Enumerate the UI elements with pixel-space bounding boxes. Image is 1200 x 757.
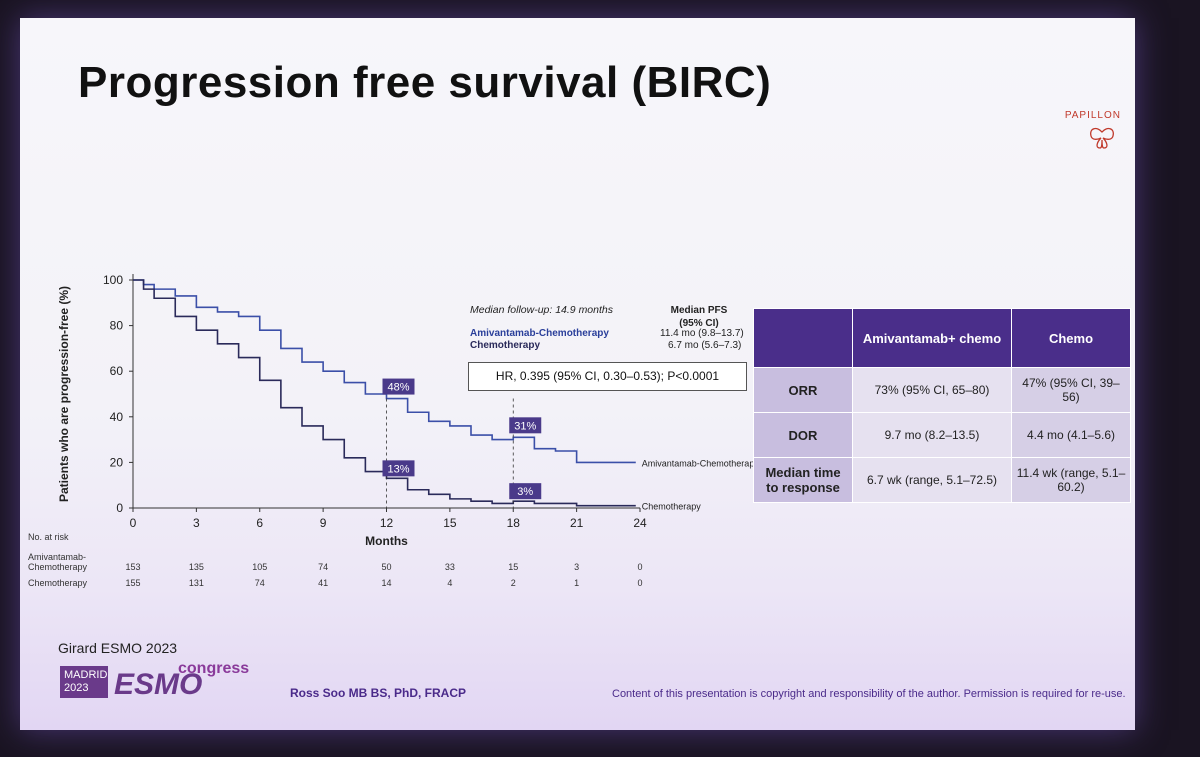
response-table: Amivantamab+ chemo Chemo ORR 73% (95% CI… bbox=[753, 308, 1131, 503]
row-label-ttr: Median time to response bbox=[753, 457, 853, 503]
dor-amivantamab: 9.7 mo (8.2–13.5) bbox=[852, 412, 1012, 458]
series-end-label-0: Amivantamab-Chemotherapy bbox=[642, 458, 760, 468]
risk-cell: 41 bbox=[318, 578, 328, 588]
x-axis-label: Months bbox=[365, 534, 408, 548]
arm-b-label: Chemotherapy bbox=[470, 340, 541, 351]
y-tick-label: 80 bbox=[110, 319, 124, 333]
risk-cell: 155 bbox=[125, 578, 140, 588]
risk-cell: 135 bbox=[189, 562, 204, 572]
ttr-chemo: 11.4 wk (range, 5.1–60.2) bbox=[1011, 457, 1131, 503]
annotation-box-2 bbox=[509, 417, 542, 434]
x-tick-label: 15 bbox=[443, 516, 457, 530]
annotation-box-3 bbox=[509, 483, 542, 500]
risk-cell: 74 bbox=[318, 562, 328, 572]
median-pfs-header-2: (95% CI) bbox=[679, 318, 719, 329]
risk-cell: 74 bbox=[255, 578, 265, 588]
x-tick-label: 3 bbox=[193, 516, 200, 530]
slide: Progression free survival (BIRC) PAPILLO… bbox=[20, 18, 1135, 730]
x-tick-label: 9 bbox=[320, 516, 327, 530]
risk-cell: 50 bbox=[381, 562, 391, 572]
series-line-1 bbox=[133, 279, 636, 507]
annotation-label-0: 48% bbox=[387, 382, 409, 394]
risk-cell: 33 bbox=[445, 562, 455, 572]
annotation-box-1 bbox=[382, 460, 415, 477]
esmo-congress: congress bbox=[178, 660, 250, 677]
median-pfs-header: Median PFS (95% CI) bbox=[670, 304, 728, 330]
orr-chemo: 47% (95% CI, 39–56) bbox=[1011, 367, 1131, 413]
x-tick-label: 6 bbox=[256, 516, 263, 530]
risk-cell: 2 bbox=[511, 578, 516, 588]
citation: Girard ESMO 2023 bbox=[58, 640, 178, 656]
y-tick-label: 0 bbox=[116, 501, 123, 515]
dor-chemo: 4.4 mo (4.1–5.6) bbox=[1011, 412, 1131, 458]
risk-row-label: Amivantamab- bbox=[28, 552, 86, 562]
x-tick-label: 21 bbox=[570, 516, 584, 530]
x-tick-label: 24 bbox=[633, 516, 647, 530]
row-label-dor: DOR bbox=[753, 412, 853, 458]
median-followup: Median follow-up: 14.9 months bbox=[470, 304, 613, 316]
table-row: Median time to response 6.7 wk (range, 5… bbox=[753, 457, 1131, 503]
table-row: DOR 9.7 mo (8.2–13.5) 4.4 mo (4.1–5.6) bbox=[753, 412, 1131, 458]
y-tick-label: 100 bbox=[103, 273, 123, 287]
header-amivantamab: Amivantamab+ chemo bbox=[852, 308, 1012, 368]
slide-title: Progression free survival (BIRC) bbox=[78, 58, 772, 107]
annotation-label-3: 3% bbox=[517, 486, 533, 498]
butterfly-icon bbox=[1090, 127, 1114, 149]
risk-cell: 1 bbox=[574, 578, 579, 588]
hazard-ratio-box: HR, 0.395 (95% CI, 0.30–0.53); P<0.0001 bbox=[468, 362, 747, 391]
y-axis-label: Patients who are progression-free (%) bbox=[57, 286, 71, 502]
series-line-0 bbox=[133, 279, 636, 464]
response-table-wrap: Amivantamab+ chemo Chemo ORR 73% (95% CI… bbox=[753, 308, 1131, 503]
median-pfs-header-1: Median PFS bbox=[670, 305, 728, 316]
risk-cell: 14 bbox=[381, 578, 391, 588]
annotation-box-0 bbox=[382, 378, 415, 395]
risk-cell: 4 bbox=[447, 578, 452, 588]
response-table-header: Amivantamab+ chemo Chemo bbox=[753, 308, 1131, 368]
header-blank bbox=[753, 308, 853, 368]
papillon-logo-text: PAPILLON bbox=[1064, 110, 1121, 121]
y-tick-label: 20 bbox=[110, 455, 124, 469]
risk-cell: 0 bbox=[637, 562, 642, 572]
risk-cell: 15 bbox=[508, 562, 518, 572]
risk-cell: 153 bbox=[125, 562, 140, 572]
copyright-notice: Content of this presentation is copyrigh… bbox=[612, 688, 1126, 700]
x-tick-label: 18 bbox=[507, 516, 521, 530]
orr-amivantamab: 73% (95% CI, 65–80) bbox=[852, 367, 1012, 413]
annotation-label-1: 13% bbox=[387, 463, 409, 475]
x-tick-label: 12 bbox=[380, 516, 394, 530]
risk-cell: 105 bbox=[252, 562, 267, 572]
risk-cell: 3 bbox=[574, 562, 579, 572]
badge-year: 2023 bbox=[64, 682, 89, 694]
x-tick-label: 0 bbox=[130, 516, 137, 530]
y-tick-label: 40 bbox=[110, 410, 124, 424]
arm-b-pfs: 6.7 mo (5.6–7.3) bbox=[668, 340, 742, 351]
risk-cell: 0 bbox=[637, 578, 642, 588]
arm-a-label: Amivantamab-Chemotherapy bbox=[470, 328, 609, 339]
series-end-label-1: Chemotherapy bbox=[642, 502, 702, 512]
badge-city: MADRID bbox=[64, 669, 108, 681]
ttr-amivantamab: 6.7 wk (range, 5.1–72.5) bbox=[852, 457, 1012, 503]
risk-table-title: No. at risk bbox=[28, 532, 69, 542]
annotation-label-2: 31% bbox=[514, 420, 536, 432]
madrid-badge: MADRID 2023 bbox=[60, 666, 108, 698]
risk-cell: 131 bbox=[189, 578, 204, 588]
table-row: ORR 73% (95% CI, 65–80) 47% (95% CI, 39–… bbox=[753, 367, 1131, 413]
risk-row-label-cont: Chemotherapy bbox=[28, 562, 88, 572]
arm-a-pfs: 11.4 mo (9.8–13.7) bbox=[660, 328, 744, 339]
presenter-name: Ross Soo MB BS, PhD, FRACP bbox=[290, 686, 467, 700]
row-label-orr: ORR bbox=[753, 367, 853, 413]
header-chemo: Chemo bbox=[1011, 308, 1131, 368]
y-tick-label: 60 bbox=[110, 364, 124, 378]
esmo-logo: ESMO bbox=[114, 668, 203, 701]
risk-row-label: Chemotherapy bbox=[28, 578, 88, 588]
